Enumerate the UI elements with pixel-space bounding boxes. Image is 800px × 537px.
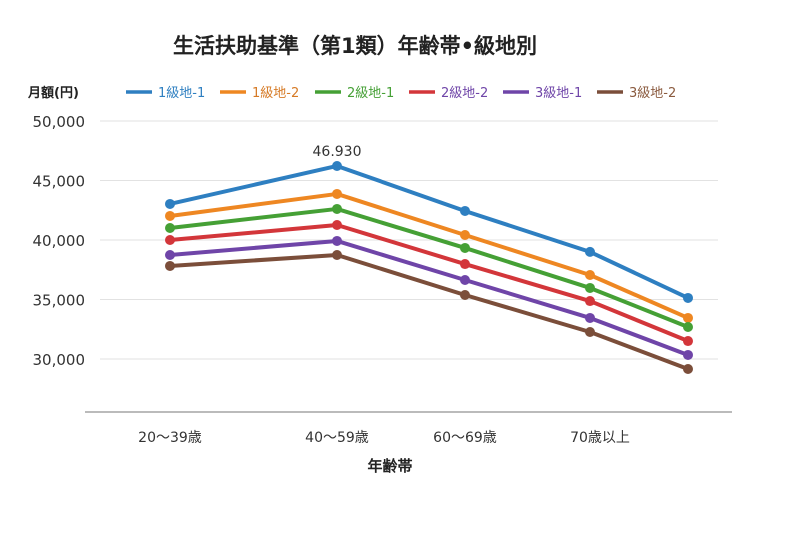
y-tick-label: 50,000 bbox=[33, 113, 86, 131]
x-axis-label: 年齢帯 bbox=[367, 457, 412, 475]
series-5 bbox=[165, 235, 693, 360]
legend-item: 2級地-2 bbox=[409, 86, 488, 101]
y-axis-label: 月額(円) bbox=[27, 85, 79, 101]
y-tick-label: 30,000 bbox=[33, 351, 86, 369]
x-tick-label: 60～69歳 bbox=[433, 430, 497, 446]
data-point bbox=[165, 210, 175, 221]
series-6 bbox=[165, 249, 693, 374]
data-point bbox=[585, 269, 595, 280]
data-point bbox=[332, 203, 342, 214]
series-4 bbox=[165, 220, 693, 347]
legend: 1級地-1 1級地-2 2級地-1 2級地-2 3級地-1 3級地-2 bbox=[126, 86, 676, 101]
data-point bbox=[683, 292, 693, 303]
series-line bbox=[169, 252, 689, 371]
series-2 bbox=[165, 188, 693, 323]
data-point bbox=[683, 363, 693, 374]
data-point bbox=[332, 235, 342, 246]
data-point bbox=[460, 242, 470, 253]
data-point bbox=[683, 312, 693, 323]
y-tick-label: 35,000 bbox=[33, 292, 86, 310]
legend-label: 3級地-1 bbox=[535, 86, 582, 101]
data-point bbox=[585, 296, 595, 307]
data-point bbox=[460, 230, 470, 241]
data-point bbox=[683, 321, 693, 332]
data-point bbox=[165, 235, 175, 245]
legend-item: 3級地-2 bbox=[597, 86, 676, 101]
data-point bbox=[585, 282, 595, 293]
data-point bbox=[165, 260, 175, 271]
x-tick-label: 20～39歳 bbox=[138, 430, 202, 446]
legend-item: 1級地-1 bbox=[126, 86, 205, 101]
x-tick-label: 40～59歳 bbox=[305, 430, 369, 446]
data-point bbox=[683, 349, 693, 360]
data-point bbox=[460, 259, 470, 270]
data-point bbox=[585, 246, 595, 257]
x-axis-ticks: 20～39歳 40～59歳 60～69歳 70歳以上 bbox=[138, 430, 630, 446]
legend-item: 2級地-1 bbox=[315, 86, 394, 101]
legend-label: 2級地-2 bbox=[441, 86, 488, 101]
data-point bbox=[460, 205, 470, 216]
data-point bbox=[332, 188, 342, 199]
y-tick-label: 40,000 bbox=[33, 232, 86, 250]
legend-label: 1級地-2 bbox=[252, 86, 299, 101]
legend-item: 1級地-2 bbox=[220, 86, 299, 101]
legend-label: 2級地-1 bbox=[347, 86, 394, 101]
data-point bbox=[683, 336, 693, 347]
series-1 bbox=[165, 160, 693, 303]
data-point bbox=[165, 249, 175, 260]
gridlines bbox=[100, 120, 718, 360]
data-point bbox=[585, 326, 595, 337]
series-3 bbox=[165, 203, 693, 332]
data-label: 46.930 bbox=[313, 144, 362, 160]
y-tick-label: 45,000 bbox=[33, 173, 86, 191]
x-tick-label: 70歳以上 bbox=[570, 430, 630, 446]
data-point bbox=[585, 312, 595, 323]
legend-label: 1級地-1 bbox=[158, 86, 205, 101]
data-point bbox=[165, 198, 175, 209]
y-axis-ticks: 50,000 45,000 40,000 35,000 30,000 bbox=[33, 113, 86, 369]
data-point bbox=[460, 274, 470, 285]
data-point bbox=[460, 289, 470, 300]
series-group bbox=[165, 160, 693, 374]
data-point bbox=[332, 160, 342, 171]
data-point bbox=[332, 220, 342, 231]
legend-item: 3級地-1 bbox=[503, 86, 582, 101]
data-point bbox=[165, 222, 175, 233]
annotations: 46.930 bbox=[313, 144, 362, 160]
legend-label: 3級地-2 bbox=[629, 86, 676, 101]
data-point bbox=[332, 249, 342, 260]
chart-title: 生活扶助基準（第1類）年齢帯•級地別 bbox=[173, 34, 537, 58]
